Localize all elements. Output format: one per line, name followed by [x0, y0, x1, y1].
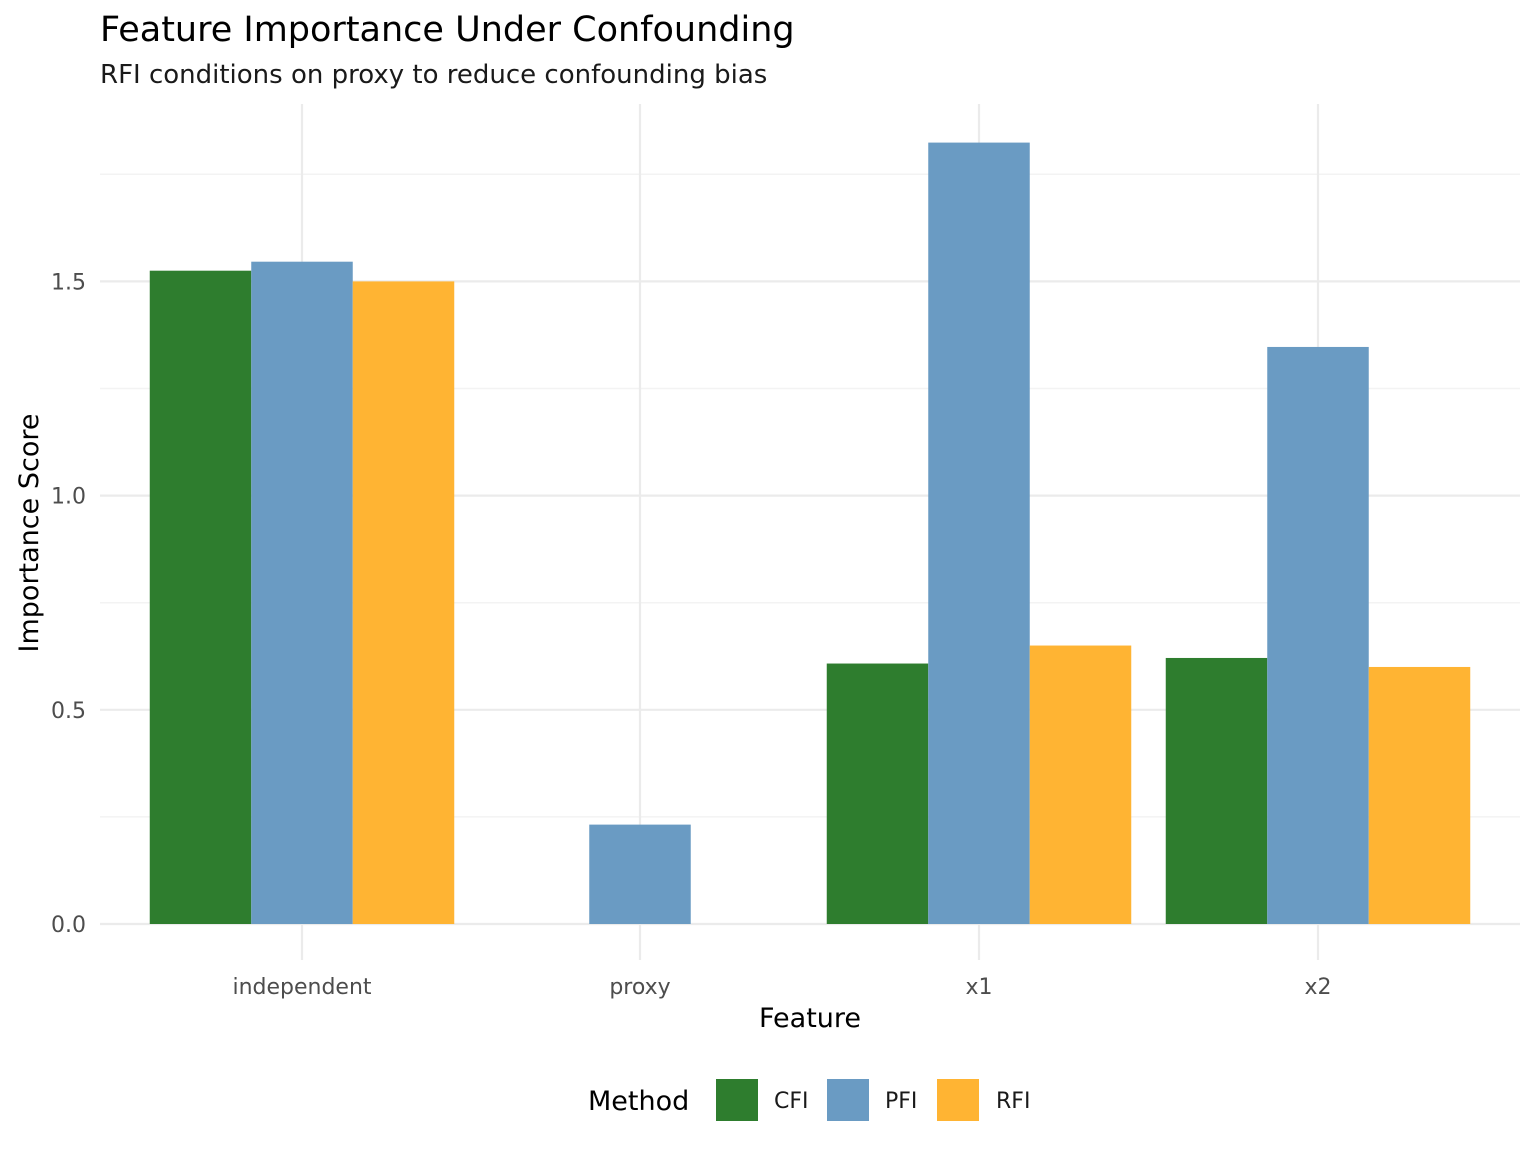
bar-pfi-x2	[1267, 346, 1369, 924]
x-axis-ticks: independent proxy x1 x2	[232, 975, 1331, 1000]
bar-rfi-x2	[1368, 666, 1471, 924]
y-tick-label: 0.0	[51, 913, 86, 938]
y-tick-label: 1.5	[51, 270, 86, 295]
bar-rfi-x1	[1029, 645, 1132, 924]
bar-cfi-x1	[826, 663, 929, 924]
bar-cfi-independent	[149, 270, 252, 924]
legend-key-rfi	[937, 1079, 979, 1121]
x-tick-label: proxy	[609, 975, 670, 1000]
legend-key-pfi	[827, 1079, 869, 1121]
y-axis-title: Importance Score	[14, 414, 45, 653]
legend-label-cfi: CFI	[774, 1089, 809, 1114]
chart-subtitle: RFI conditions on proxy to reduce confou…	[100, 60, 767, 90]
bar-pfi-proxy	[589, 824, 691, 924]
chart-title: Feature Importance Under Confounding	[100, 10, 795, 50]
legend-key-cfi	[716, 1079, 758, 1121]
legend-label-rfi: RFI	[996, 1089, 1030, 1114]
x-axis-title: Feature	[759, 1003, 861, 1034]
y-tick-label: 0.5	[51, 699, 86, 724]
bars	[149, 142, 1471, 925]
bar-pfi-x1	[928, 142, 1030, 925]
x-tick-label: x2	[1304, 975, 1331, 1000]
legend-title: Method	[588, 1086, 689, 1117]
y-tick-label: 1.0	[51, 485, 86, 510]
legend-label-pfi: PFI	[885, 1089, 917, 1114]
y-axis-ticks: 0.0 0.5 1.0 1.5	[51, 270, 86, 938]
x-tick-label: independent	[232, 975, 371, 1000]
bar-rfi-independent	[352, 281, 455, 924]
bar-cfi-x2	[1165, 657, 1268, 924]
bar-pfi-independent	[251, 261, 353, 924]
x-tick-label: x1	[965, 975, 992, 1000]
legend: Method CFI PFI RFI	[588, 1079, 1030, 1121]
